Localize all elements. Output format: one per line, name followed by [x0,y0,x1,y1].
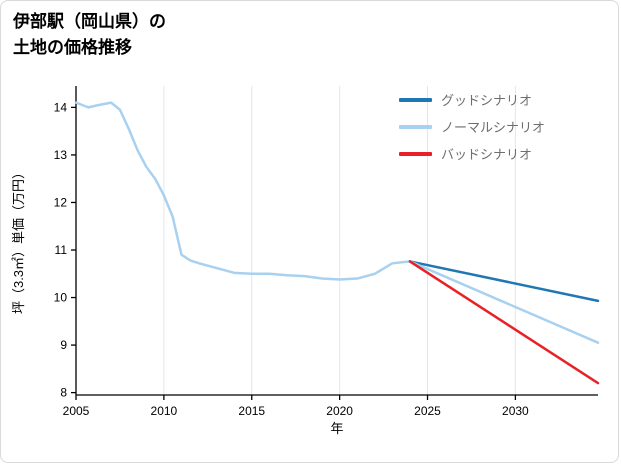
y-tick-label: 11 [55,243,68,257]
legend-line-swatch [399,151,432,156]
x-tick-label: 2005 [63,404,90,418]
legend-label: グッドシナリオ [441,93,533,108]
x-tick-label: 2030 [502,404,529,418]
x-tick-label: 2015 [238,404,265,418]
legend-label: バッドシナリオ [441,147,533,162]
y-tick-label: 12 [54,195,68,209]
y-tick-label: 14 [54,100,68,114]
page-title: 伊部駅（岡山県）の 土地の価格推移 [13,9,166,62]
title-line-1: 伊部駅（岡山県）の [13,12,166,31]
plot-area: 2005 2010 2015 2020 2025 2030 8 9 10 11 12 13 14 [54,86,600,418]
series-bad [408,260,600,385]
chart: 2005 2010 2015 2020 2025 2030 8 9 10 11 12 13 14 年 坪… [9,67,614,462]
x-tick-label: 2025 [414,404,441,418]
legend-line-swatch [399,97,432,102]
legend-item: バッドシナリオ [399,145,545,162]
y-axis-label: 坪（3.3㎡）単価（万円） [11,166,26,314]
y-tick-label: 13 [54,148,68,162]
series-normal [408,260,600,344]
legend: グッドシナリオ ノーマルシナリオ バッドシナリオ [399,91,545,162]
series-historical [74,101,412,281]
title-line-2: 土地の価格推移 [13,38,132,58]
y-tick-label: 9 [60,338,67,352]
legend-item: ノーマルシナリオ [399,118,545,135]
x-tick-label: 2020 [326,404,353,418]
series-good [408,260,600,303]
legend-item: グッドシナリオ [399,91,545,108]
y-tick-label: 10 [54,291,68,305]
y-tick-label: 8 [60,386,67,400]
x-axis-label: 年 [330,421,343,436]
price-trend-chart: 2005 2010 2015 2020 2025 2030 8 9 10 11 12 13 14 年 坪… [11,86,600,436]
x-tick-label: 2010 [151,404,178,418]
legend-label: ノーマルシナリオ [441,120,546,135]
legend-line-swatch [399,124,432,129]
